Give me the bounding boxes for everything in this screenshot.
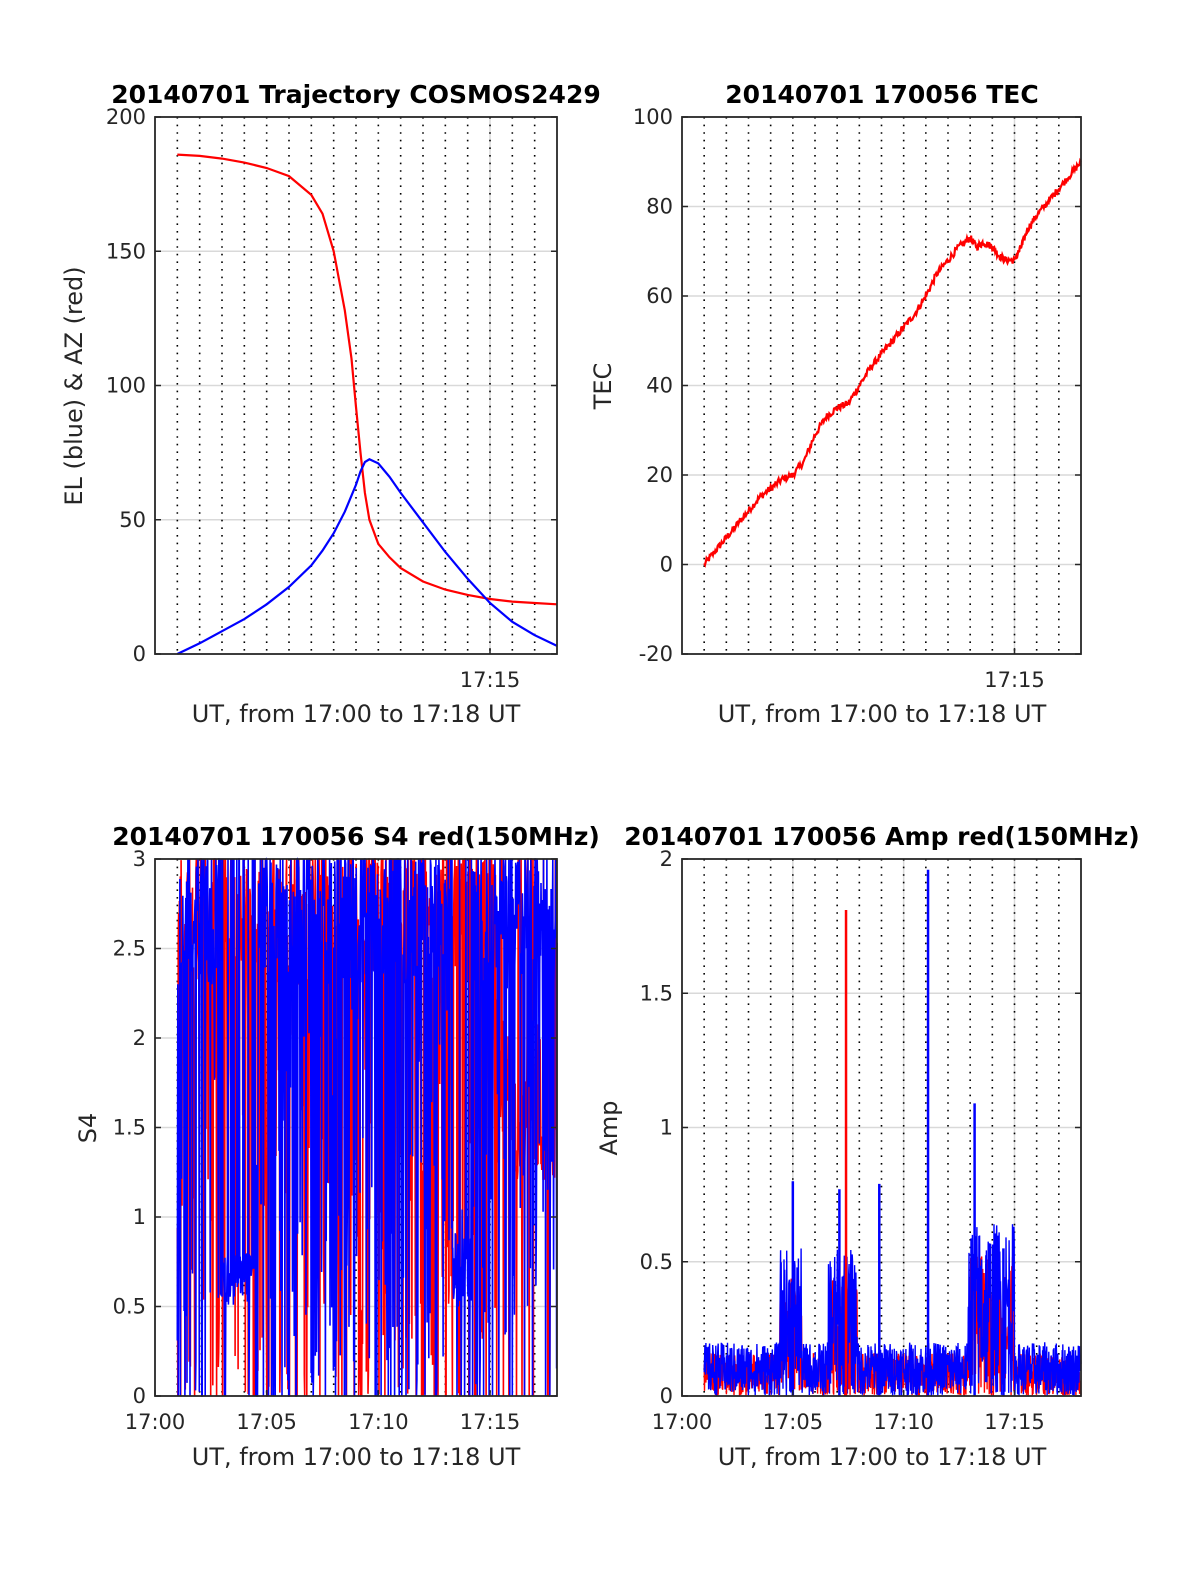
amp-ytick-label-1: 0.5 (640, 1250, 673, 1274)
s4-xtick-label-2: 17:10 (348, 1410, 409, 1434)
amp-xtick-label-2: 17:10 (873, 1410, 934, 1434)
tec-ytick-label-5: 80 (646, 195, 673, 219)
amp-grid (682, 859, 1081, 1396)
s4-ytick-label-4: 2 (133, 1026, 146, 1050)
s4-title: 20140701 170056 S4 red(150MHz) (112, 822, 600, 851)
s4-ytick-label-0: 0 (133, 1384, 146, 1408)
amp-xtick-label-0: 17:00 (652, 1410, 713, 1434)
amp-ylabel: Amp (595, 1100, 623, 1155)
amp-data (703, 869, 1082, 1397)
amp-noise-blue (703, 1224, 1082, 1397)
amp-xtick-label-3: 17:15 (984, 1410, 1045, 1434)
s4-ytick-label-3: 1.5 (113, 1116, 146, 1140)
amp-ytick-label-3: 1.5 (640, 981, 673, 1005)
tec-ytick-label-6: 100 (633, 105, 673, 129)
tec-xtick-label-0: 17:15 (984, 668, 1045, 692)
tec-panel: 20140701 170056 TEC UT, from 17:00 to 17… (589, 80, 1082, 728)
amp-ytick-label-0: 0 (660, 1384, 673, 1408)
amp-xtick-label-1: 17:05 (763, 1410, 824, 1434)
tec-ylabel: TEC (589, 363, 617, 411)
tec-grid (682, 117, 1081, 654)
s4-panel: 20140701 170056 S4 red(150MHz) UT, from … (74, 822, 600, 1471)
tec-xlabel: UT, from 17:00 to 17:18 UT (718, 700, 1047, 728)
s4-data (176, 857, 558, 1397)
tec-data (703, 157, 1082, 568)
trajectory-grid (155, 117, 557, 654)
tec-ytick-label-0: -20 (639, 642, 673, 666)
trajectory-panel: 20140701 Trajectory COSMOS2429 UT, from … (60, 80, 601, 728)
tec-ytick-label-4: 60 (646, 284, 673, 308)
trajectory-ylabel: EL (blue) & AZ (red) (60, 266, 88, 505)
tec-title: 20140701 170056 TEC (725, 80, 1038, 109)
s4-ytick-label-2: 1 (133, 1205, 146, 1229)
s4-ytick-label-1: 0.5 (113, 1295, 146, 1319)
s4-ytick-label-6: 3 (133, 847, 146, 871)
s4-xtick-label-0: 17:00 (125, 1410, 186, 1434)
trajectory-ytick-label-3: 150 (106, 239, 146, 263)
trajectory-ytick-label-4: 200 (106, 105, 146, 129)
tec-ytick-label-3: 40 (646, 374, 673, 398)
trajectory-xlabel: UT, from 17:00 to 17:18 UT (192, 700, 521, 728)
amp-ytick-label-2: 1 (660, 1116, 673, 1140)
s4-series-blue (176, 857, 558, 1397)
tec-ytick-label-1: 0 (660, 553, 673, 577)
tec-series-red (703, 157, 1082, 568)
tec-ytick-label-2: 20 (646, 463, 673, 487)
amp-ytick-label-4: 2 (660, 847, 673, 871)
trajectory-data (176, 153, 558, 655)
s4-ytick-label-5: 2.5 (113, 937, 146, 961)
amp-title: 20140701 170056 Amp red(150MHz) (624, 822, 1140, 851)
trajectory-ytick-label-1: 50 (119, 508, 146, 532)
trajectory-ytick-label-0: 0 (133, 642, 146, 666)
amp-xlabel: UT, from 17:00 to 17:18 UT (718, 1443, 1047, 1471)
trajectory-series-blue (176, 458, 558, 655)
trajectory-xtick-label-0: 17:15 (460, 668, 521, 692)
trajectory-series-red (177, 153, 558, 606)
s4-ylabel: S4 (74, 1113, 102, 1144)
s4-xlabel: UT, from 17:00 to 17:18 UT (192, 1443, 521, 1471)
s4-xtick-label-3: 17:15 (460, 1410, 521, 1434)
s4-xtick-label-1: 17:05 (236, 1410, 297, 1434)
trajectory-title: 20140701 Trajectory COSMOS2429 (111, 80, 601, 109)
trajectory-ytick-label-2: 100 (106, 374, 146, 398)
amp-panel: 20140701 170056 Amp red(150MHz) UT, from… (595, 822, 1140, 1471)
